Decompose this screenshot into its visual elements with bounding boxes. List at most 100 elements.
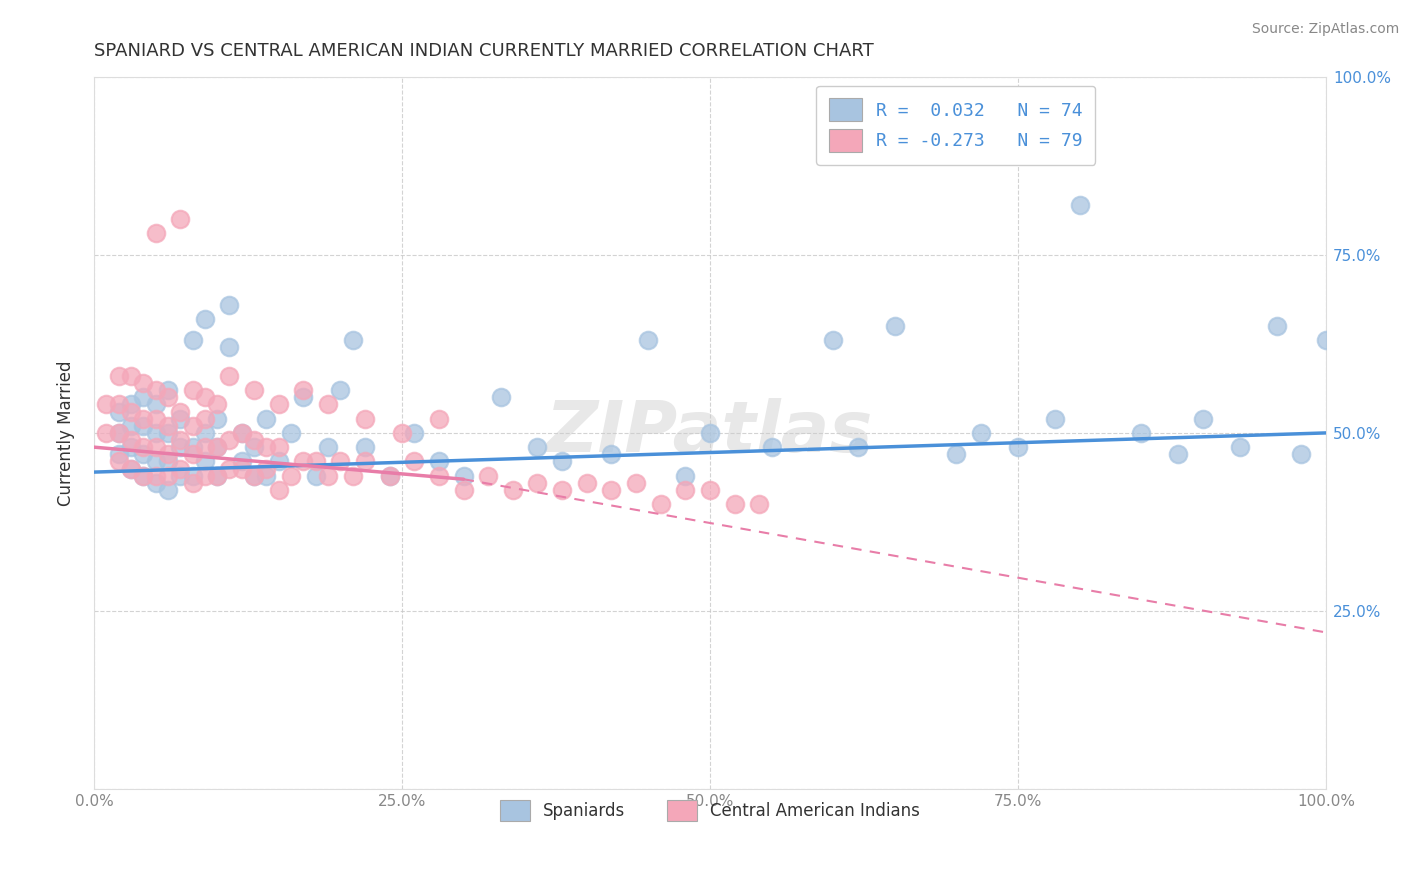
Point — [254, 468, 277, 483]
Point — [145, 227, 167, 241]
Point — [120, 440, 142, 454]
Point — [181, 447, 204, 461]
Point — [1069, 198, 1091, 212]
Point — [1315, 333, 1337, 347]
Point — [316, 468, 339, 483]
Text: ZIPatlas: ZIPatlas — [547, 399, 873, 467]
Point — [624, 475, 647, 490]
Point — [378, 468, 401, 483]
Point — [1167, 447, 1189, 461]
Point — [218, 298, 240, 312]
Point — [181, 383, 204, 397]
Point — [342, 333, 364, 347]
Point — [169, 411, 191, 425]
Point — [145, 440, 167, 454]
Point — [120, 404, 142, 418]
Point — [883, 318, 905, 333]
Point — [145, 468, 167, 483]
Point — [205, 440, 228, 454]
Point — [107, 397, 129, 411]
Point — [132, 376, 155, 390]
Point — [329, 454, 352, 468]
Point — [194, 425, 217, 440]
Point — [120, 418, 142, 433]
Point — [945, 447, 967, 461]
Point — [1265, 318, 1288, 333]
Point — [243, 440, 266, 454]
Point — [205, 468, 228, 483]
Point — [194, 454, 217, 468]
Point — [181, 440, 204, 454]
Point — [205, 440, 228, 454]
Point — [120, 397, 142, 411]
Point — [551, 483, 574, 497]
Point — [145, 454, 167, 468]
Point — [280, 468, 302, 483]
Point — [243, 383, 266, 397]
Point — [107, 404, 129, 418]
Point — [218, 340, 240, 354]
Point — [354, 440, 377, 454]
Point — [292, 383, 315, 397]
Y-axis label: Currently Married: Currently Married — [58, 360, 75, 506]
Point — [145, 475, 167, 490]
Point — [243, 468, 266, 483]
Point — [1043, 411, 1066, 425]
Point — [1229, 440, 1251, 454]
Point — [267, 454, 290, 468]
Point — [181, 468, 204, 483]
Point — [145, 425, 167, 440]
Legend: Spaniards, Central American Indians: Spaniards, Central American Indians — [486, 786, 934, 834]
Point — [156, 390, 179, 404]
Point — [169, 212, 191, 227]
Point — [267, 440, 290, 454]
Point — [292, 390, 315, 404]
Point — [404, 425, 426, 440]
Point — [231, 425, 253, 440]
Point — [205, 411, 228, 425]
Point — [194, 411, 217, 425]
Point — [477, 468, 499, 483]
Point — [1291, 447, 1313, 461]
Point — [96, 397, 118, 411]
Point — [145, 383, 167, 397]
Point — [156, 454, 179, 468]
Point — [316, 397, 339, 411]
Point — [107, 447, 129, 461]
Point — [316, 440, 339, 454]
Point — [120, 433, 142, 447]
Point — [132, 390, 155, 404]
Point — [846, 440, 869, 454]
Point — [169, 433, 191, 447]
Point — [489, 390, 512, 404]
Point — [169, 440, 191, 454]
Point — [1192, 411, 1215, 425]
Point — [231, 461, 253, 475]
Point — [354, 454, 377, 468]
Point — [254, 411, 277, 425]
Point — [526, 475, 548, 490]
Point — [156, 425, 179, 440]
Point — [132, 418, 155, 433]
Point — [132, 447, 155, 461]
Point — [218, 368, 240, 383]
Point — [194, 311, 217, 326]
Point — [970, 425, 993, 440]
Point — [156, 383, 179, 397]
Point — [156, 418, 179, 433]
Point — [637, 333, 659, 347]
Point — [107, 368, 129, 383]
Point — [120, 461, 142, 475]
Point — [305, 454, 328, 468]
Point — [404, 454, 426, 468]
Point — [823, 333, 845, 347]
Point — [231, 454, 253, 468]
Point — [107, 454, 129, 468]
Point — [280, 425, 302, 440]
Point — [427, 411, 450, 425]
Point — [292, 454, 315, 468]
Point — [107, 425, 129, 440]
Point — [650, 497, 672, 511]
Point — [254, 440, 277, 454]
Point — [194, 390, 217, 404]
